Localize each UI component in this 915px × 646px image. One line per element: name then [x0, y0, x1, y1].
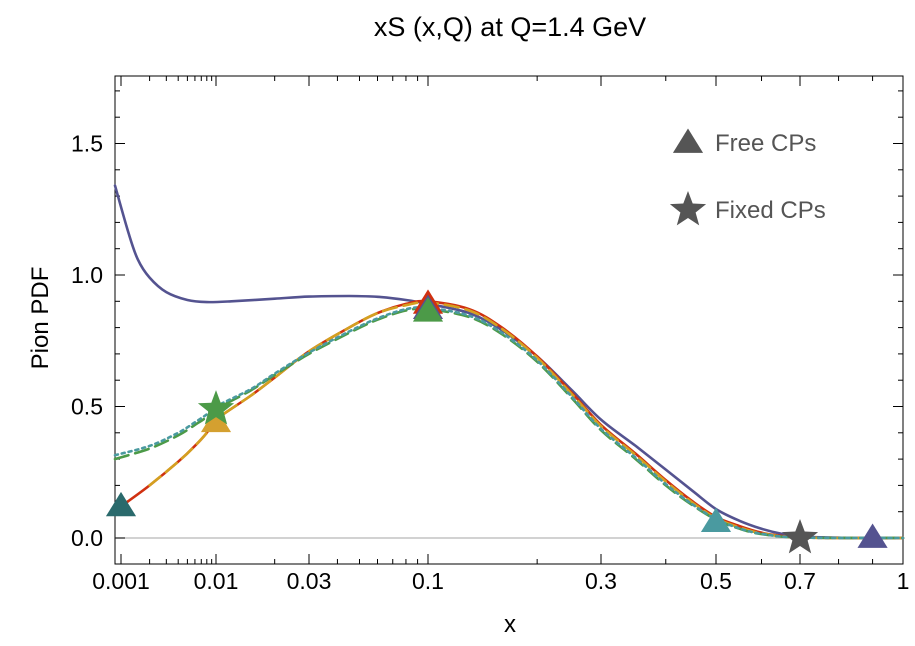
y-tick-label: 1.0: [71, 262, 103, 288]
y-axis-label: Pion PDF: [27, 267, 54, 370]
x-tick-label: 0.1: [412, 568, 444, 594]
marker-triangle: [700, 507, 732, 533]
chart-title: xS (x,Q) at Q=1.4 GeV: [374, 12, 646, 42]
x-tick-label: 0.01: [194, 568, 239, 594]
y-tick-label: 0.0: [71, 525, 103, 551]
data-markers: [105, 289, 888, 554]
x-tick-label: 0.03: [287, 568, 332, 594]
y-tick-label: 0.5: [71, 394, 103, 420]
marker-star: [781, 519, 819, 554]
x-tick-label: 0.3: [585, 568, 617, 594]
x-tick-label: 0.5: [700, 568, 732, 594]
series-line-orange-dashed-curve: [148, 301, 905, 540]
x-tick-label: 1: [897, 568, 910, 594]
marker-triangle: [105, 491, 137, 517]
marker-triangle: [412, 297, 444, 322]
series-line-purple-curve: [113, 184, 905, 540]
plot-frame: [114, 75, 904, 565]
series-line-teal-dotted-curve: [113, 306, 905, 540]
y-tick-label: 1.5: [71, 131, 103, 157]
legend: Free CPs Fixed CPs: [669, 128, 826, 226]
marker-star: [197, 390, 235, 425]
legend-label: Fixed CPs: [715, 197, 826, 224]
series-line-green-dashed-curve: [113, 307, 905, 540]
marker-triangle: [857, 523, 888, 548]
x-axis-label: x: [504, 611, 516, 638]
y-axis: 0.0 0.5 1.0 1.5: [71, 90, 903, 551]
legend-star-icon: [669, 191, 707, 226]
series-lines: [113, 184, 905, 540]
x-tick-label: 0.001: [92, 568, 150, 594]
legend-label: Free CPs: [715, 130, 816, 157]
plot-border: [114, 75, 904, 565]
legend-triangle-icon: [672, 128, 704, 153]
marker-triangle: [200, 407, 232, 433]
x-tick-label: 0.7: [784, 568, 816, 594]
x-axis: 0.001 0.01 0.03 0.1 0.3 0.5 0.7 1: [92, 76, 909, 594]
